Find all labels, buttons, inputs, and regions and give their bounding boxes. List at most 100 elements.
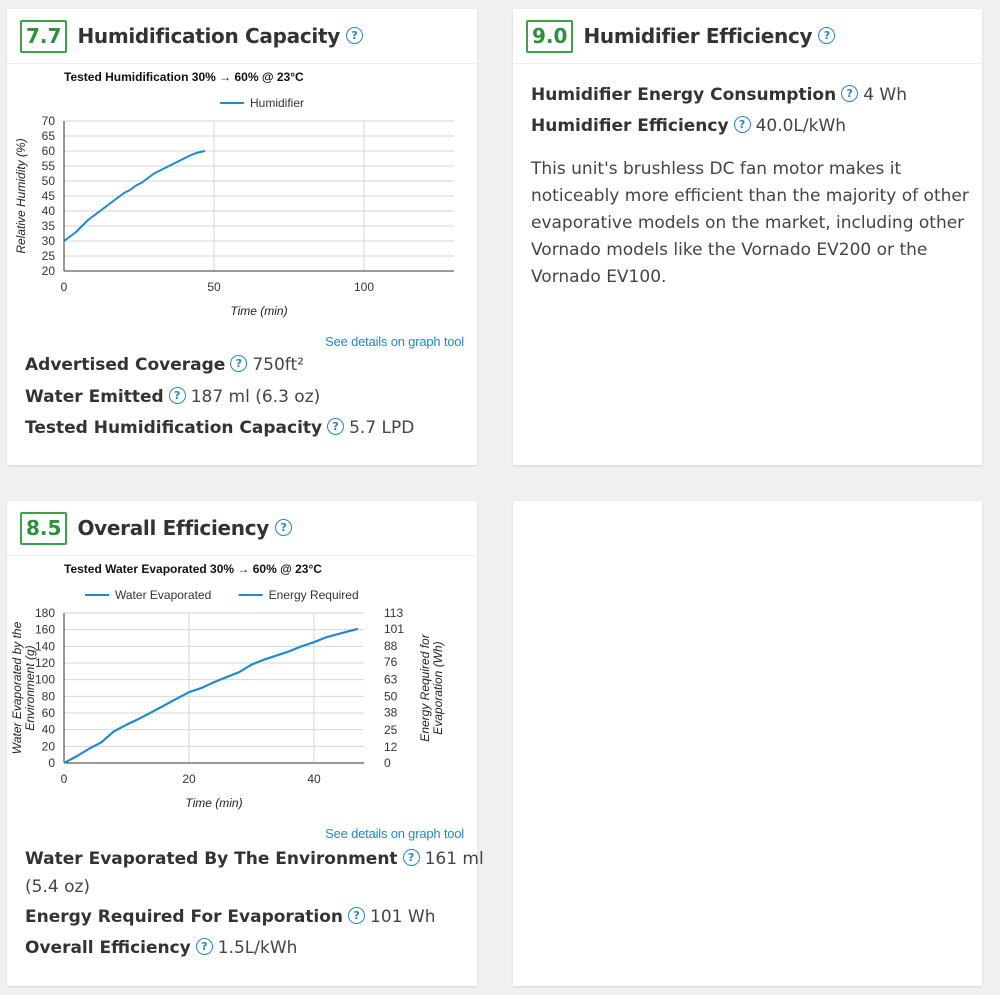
stat-value: 187 ml (6.3 oz) xyxy=(190,387,321,407)
graph-tool-link[interactable]: See details on graph tool xyxy=(325,826,464,841)
legend-label: Humidifier xyxy=(250,96,304,110)
legend-label: Water Evaporated xyxy=(115,588,211,602)
y-tick-label: 25 xyxy=(42,249,56,263)
humidification-chart: Tested Humidification 30% → 60% @ 23°C Hu… xyxy=(7,64,477,333)
stat-value: (5.4 oz) xyxy=(25,877,91,897)
overall-efficiency-card: 8.5 Overall Efficiency? Tested Water Eva… xyxy=(7,501,484,986)
y-axis-label: Relative Humidity (%) xyxy=(14,138,28,253)
y-tick-label: 60 xyxy=(42,144,56,158)
x-axis-label: Time (min) xyxy=(185,796,242,810)
y-tick-label: 20 xyxy=(42,739,56,753)
stat-overall-efficiency: Overall Efficiency? 1.5L/kWh xyxy=(25,937,298,958)
y-tick-label: 65 xyxy=(42,129,56,143)
y-tick-label: 45 xyxy=(42,189,56,203)
stat-label: Advertised Coverage xyxy=(25,355,226,375)
y-tick-label: 40 xyxy=(42,204,56,218)
y2-tick-label: 101 xyxy=(384,622,404,636)
help-icon[interactable]: ? xyxy=(348,906,366,924)
x-tick-label: 50 xyxy=(207,280,221,294)
y-tick-label: 80 xyxy=(42,689,56,703)
card-title: Overall Efficiency? xyxy=(77,516,293,540)
empty-card xyxy=(513,501,982,986)
y2-tick-label: 113 xyxy=(384,606,403,620)
help-icon[interactable]: ? xyxy=(733,115,751,133)
stat-energy-consumption: Humidifier Energy Consumption? 4 Wh xyxy=(531,84,908,105)
x-axis-label: Time (min) xyxy=(230,304,287,318)
y2-tick-label: 76 xyxy=(384,655,398,669)
y2-tick-label: 25 xyxy=(384,723,398,737)
humidification-chart-svg: Tested Humidification 30% → 60% @ 23°C Hu… xyxy=(14,70,454,318)
stat-value: 1.5L/kWh xyxy=(217,938,298,958)
y-tick-label: 20 xyxy=(42,264,56,278)
y2-tick-label: 12 xyxy=(384,740,398,754)
stat-label: Humidifier Energy Consumption xyxy=(531,85,837,105)
y-tick-label: 30 xyxy=(42,234,56,248)
y-tick-label: 50 xyxy=(42,174,56,188)
y-axis-label: Water Evaporated by theEnvironment (g) xyxy=(10,621,37,754)
stat-water-evaporated: Water Evaporated By The Environment? 161 … xyxy=(25,848,484,869)
card-title-text: Humidification Capacity xyxy=(77,24,340,48)
help-icon[interactable]: ? xyxy=(818,27,836,44)
card-title: Humidification Capacity? xyxy=(77,24,363,48)
stat-water-emitted: Water Emitted? 187 ml (6.3 oz) xyxy=(25,386,321,407)
help-icon[interactable]: ? xyxy=(275,519,293,536)
help-icon[interactable]: ? xyxy=(195,937,213,955)
series-line xyxy=(63,627,359,764)
efficiency-description: This unit's brushless DC fan motor makes… xyxy=(531,159,969,287)
y2-tick-label: 38 xyxy=(384,706,398,720)
y2-tick-label: 0 xyxy=(384,756,391,770)
x-tick-label: 40 xyxy=(307,772,321,786)
x-tick-label: 0 xyxy=(61,280,68,294)
stat-label: Tested Humidification Capacity xyxy=(25,418,323,438)
graph-tool-link[interactable]: See details on graph tool xyxy=(325,334,464,349)
help-icon[interactable]: ? xyxy=(345,27,363,44)
stat-tested-humidification: Tested Humidification Capacity? 5.7 LPD xyxy=(25,417,415,438)
stat-advertised-coverage: Advertised Coverage? 750ft² xyxy=(25,354,304,375)
help-icon[interactable]: ? xyxy=(402,848,420,866)
chart-title: Tested Water Evaporated 30% → 60% @ 23°C xyxy=(64,562,322,576)
y-tick-label: 55 xyxy=(42,159,56,173)
help-icon[interactable]: ? xyxy=(327,417,345,435)
chart-title: Tested Humidification 30% → 60% @ 23°C xyxy=(64,70,304,84)
score-badge: 7.7 xyxy=(20,19,68,53)
y-tick-label: 40 xyxy=(42,723,56,737)
y2-tick-label: 50 xyxy=(384,690,398,704)
overall-efficiency-chart: Tested Water Evaporated 30% → 60% @ 23°C… xyxy=(7,556,477,825)
stat-label: Overall Efficiency xyxy=(25,938,191,958)
y-tick-label: 160 xyxy=(35,623,55,637)
stat-label: Humidifier Efficiency xyxy=(531,116,729,136)
stat-value: 4 Wh xyxy=(863,85,908,105)
score-badge: 9.0 xyxy=(526,19,574,53)
stat-value: 40.0L/kWh xyxy=(755,116,847,136)
y-axis-label-line: Environment (g) xyxy=(23,645,37,730)
x-tick-label: 0 xyxy=(61,772,68,786)
y-tick-label: 120 xyxy=(35,656,55,670)
stat-label: Energy Required For Evaporation xyxy=(25,907,344,927)
y-tick-label: 100 xyxy=(35,673,55,687)
card-title-text: Humidifier Efficiency xyxy=(583,24,813,48)
stat-value: 750ft² xyxy=(252,355,304,375)
y2-axis-label: Energy Required forEvaporation (Wh) xyxy=(418,633,445,741)
y-tick-label: 180 xyxy=(35,606,55,620)
y2-tick-label: 88 xyxy=(384,639,398,653)
y-tick-label: 0 xyxy=(48,756,55,770)
card-header: 8.5 Overall Efficiency? xyxy=(7,501,477,556)
humidifier-efficiency-card: 9.0 Humidifier Efficiency? Humidifier En… xyxy=(513,9,982,465)
stat-value: 5.7 LPD xyxy=(349,418,415,438)
help-icon[interactable]: ? xyxy=(230,354,248,372)
y2-axis-label-line: Evaporation (Wh) xyxy=(431,641,445,734)
stat-label: Water Evaporated By The Environment xyxy=(25,849,398,869)
x-tick-label: 20 xyxy=(182,772,196,786)
stat-label: Water Emitted xyxy=(25,387,164,407)
y2-axis-label-line: Energy Required for xyxy=(418,633,432,741)
help-icon[interactable]: ? xyxy=(841,84,859,102)
y-tick-label: 35 xyxy=(42,219,56,233)
stat-energy-required: Energy Required For Evaporation? 101 Wh xyxy=(25,906,436,927)
card-header: 7.7 Humidification Capacity? xyxy=(7,9,477,64)
stat-value: 101 Wh xyxy=(370,907,436,927)
y-tick-label: 70 xyxy=(42,114,56,128)
x-tick-label: 100 xyxy=(354,280,374,294)
card-title: Humidifier Efficiency? xyxy=(583,24,836,48)
help-icon[interactable]: ? xyxy=(168,386,186,404)
stat-humidifier-efficiency: Humidifier Efficiency? 40.0L/kWh xyxy=(531,115,847,136)
